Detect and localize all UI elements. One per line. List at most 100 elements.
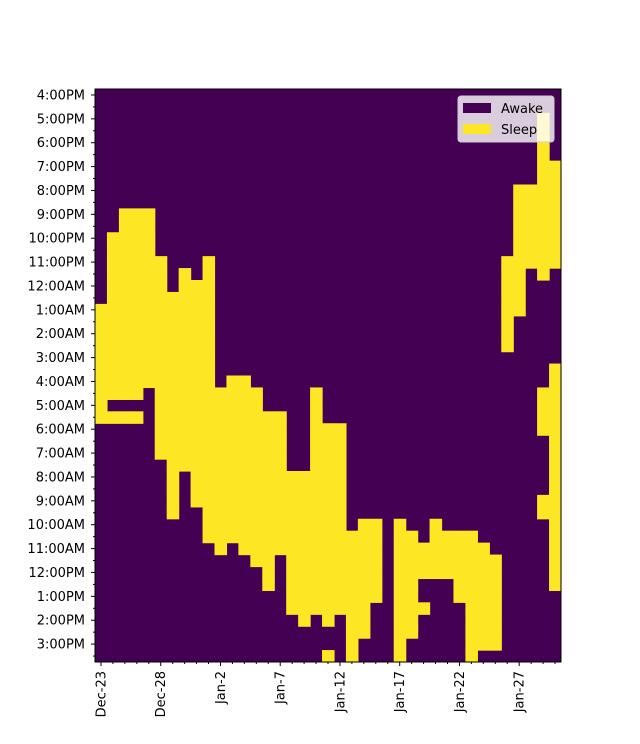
sleep-cell — [142, 351, 156, 365]
sleep-cell — [262, 435, 275, 448]
sleep-cell — [250, 435, 263, 448]
sleep-cell — [465, 566, 478, 580]
sleep-cell — [202, 363, 216, 377]
sleep-cell — [95, 303, 108, 317]
sleep-cell — [393, 638, 407, 651]
sleep-cell — [238, 518, 251, 532]
sleep-cell — [357, 626, 371, 639]
y-tick-label: 1:00PM — [37, 590, 85, 605]
sleep-cell — [130, 327, 144, 341]
sleep-cell — [190, 291, 204, 305]
sleep-cell — [154, 363, 168, 377]
sleep-cell — [357, 518, 371, 532]
sleep-cell — [166, 471, 180, 484]
sleep-cell — [118, 375, 132, 389]
sleep-cell — [357, 530, 371, 544]
sleep-cell — [549, 518, 562, 532]
sleep-cell — [226, 399, 239, 412]
sleep-cell — [345, 578, 359, 591]
sleep-cell — [238, 482, 251, 496]
sleep-cell — [118, 208, 132, 221]
sleep-cell — [393, 566, 407, 580]
sleep-cell — [142, 208, 156, 221]
sleep-cell — [214, 494, 228, 508]
sleep-cell — [118, 291, 132, 305]
sleep-cell — [166, 435, 180, 448]
legend: Awake Sleep — [457, 95, 555, 143]
sleep-cell — [106, 411, 120, 424]
sleep-cell — [501, 268, 514, 281]
y-tick-label: 1:00AM — [36, 303, 85, 318]
sleep-cell — [262, 494, 275, 508]
sleep-cell — [274, 471, 287, 484]
sleep-cell — [310, 471, 323, 484]
sleep-cell — [501, 315, 514, 329]
sleep-cell — [154, 399, 168, 412]
sleep-cell — [130, 208, 144, 221]
sleep-cell — [405, 602, 419, 615]
sleep-cell — [130, 244, 144, 257]
sleep-cell — [190, 435, 204, 448]
sleep-cell — [274, 435, 287, 448]
sleep-cell — [262, 530, 275, 544]
sleep-cell — [489, 626, 502, 639]
sleep-cell — [333, 459, 347, 472]
sleep-cell — [226, 423, 239, 436]
sleep-cell — [142, 291, 156, 305]
sleep-cell — [322, 542, 335, 556]
sleep-cell — [453, 566, 467, 580]
sleep-cell — [130, 256, 144, 269]
sleep-cell — [537, 256, 550, 269]
sleep-cell — [322, 614, 335, 627]
sleep-cell — [549, 387, 562, 400]
sleep-cell — [166, 411, 180, 424]
sleep-cell — [202, 411, 216, 424]
sleep-cell — [190, 363, 204, 377]
sleep-cell — [310, 399, 323, 412]
y-tick-label: 6:00AM — [36, 423, 85, 438]
sleep-cell — [142, 303, 156, 317]
sleep-cell — [322, 459, 335, 472]
sleep-cell — [322, 650, 335, 663]
y-tick-label: 5:00AM — [36, 399, 85, 414]
sleep-cell — [106, 232, 120, 245]
sleep-cell — [333, 506, 347, 520]
sleep-cell — [549, 411, 562, 424]
sleep-cell — [190, 459, 204, 472]
sleep-cell — [274, 506, 287, 520]
sleep-cell — [106, 315, 120, 329]
sleep-cell — [202, 256, 216, 269]
sleep-cell — [405, 566, 419, 580]
sleep-cell — [549, 399, 562, 412]
sleep-cell — [298, 518, 311, 532]
sleep-cell — [154, 351, 168, 365]
sleep-cell — [345, 542, 359, 556]
sleep-cell — [537, 148, 550, 162]
sleep-cell — [262, 482, 275, 496]
sleep-cell — [333, 554, 347, 568]
sleep-cell — [537, 244, 550, 257]
sleep-cell — [489, 614, 502, 627]
sleep-cell — [345, 638, 359, 651]
sleep-cell — [537, 184, 550, 198]
sleep-cell — [214, 447, 228, 460]
sleep-cell — [322, 554, 335, 568]
sleep-cell — [513, 184, 526, 198]
sleep-cell — [118, 220, 132, 233]
sleep-cell — [178, 351, 192, 365]
sleep-cell — [262, 447, 275, 460]
sleep-cell — [549, 220, 562, 233]
sleep-cell — [250, 542, 263, 556]
sleep-cell — [549, 196, 562, 209]
sleep-cell — [549, 232, 562, 245]
sleep-cell — [441, 554, 455, 568]
sleep-cell — [130, 411, 144, 424]
sleep-cell — [537, 220, 550, 233]
sleep-cell — [310, 447, 323, 460]
sleep-cell — [357, 614, 371, 627]
sleep-cell — [154, 447, 168, 460]
sleep-cell — [333, 602, 347, 615]
sleep-cell — [226, 518, 239, 532]
sleep-cell — [226, 482, 239, 496]
